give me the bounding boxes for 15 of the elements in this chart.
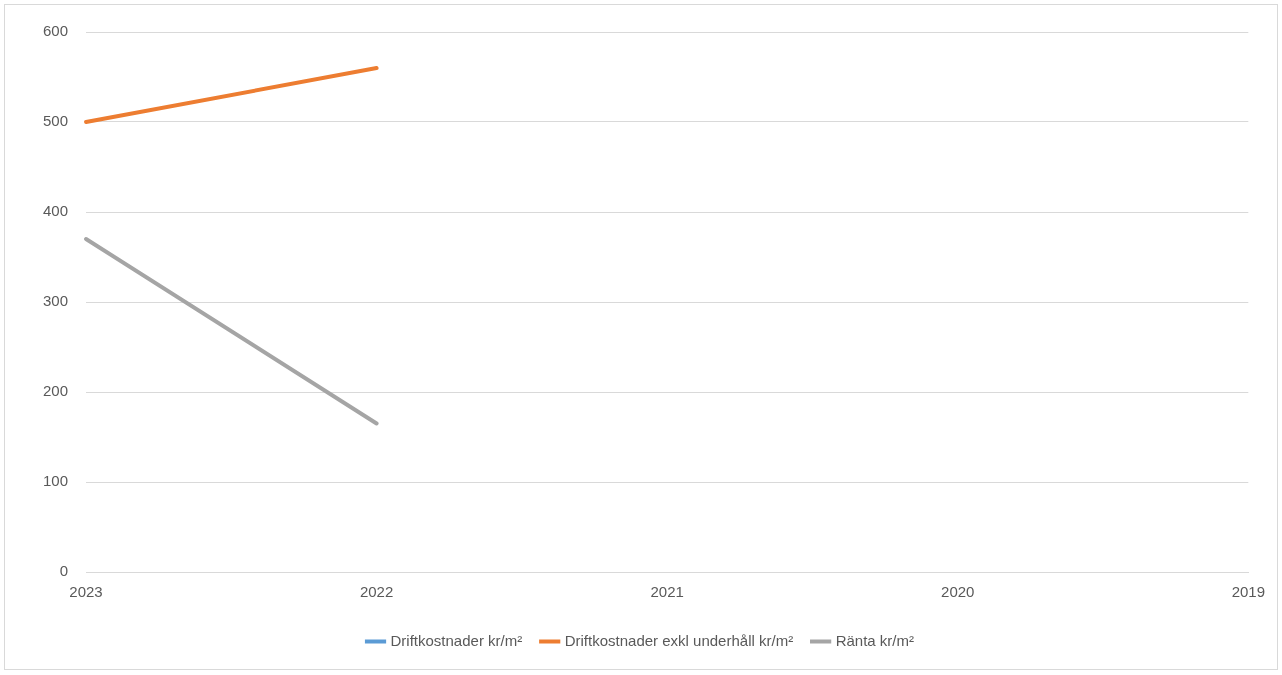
x-tick-label: 2019: [1231, 583, 1265, 601]
y-tick-label: 400: [43, 202, 69, 220]
y-tick-label: 0: [59, 562, 69, 580]
y-tick-label: 100: [43, 472, 69, 490]
x-tick-label: 2021: [650, 583, 684, 601]
x-tick-label: 2023: [69, 583, 103, 601]
legend-label: Driftkostnader exkl underhåll kr/m²: [564, 631, 794, 649]
x-tick-label: 2020: [941, 583, 975, 601]
y-tick-label: 600: [43, 22, 69, 40]
y-tick-label: 500: [43, 112, 69, 130]
legend-label: Ränta kr/m²: [835, 631, 914, 649]
x-tick-label: 2022: [359, 583, 394, 601]
y-tick-label: 200: [43, 382, 69, 400]
y-tick-label: 300: [43, 292, 69, 310]
legend-label: Driftkostnader kr/m²: [390, 631, 523, 649]
